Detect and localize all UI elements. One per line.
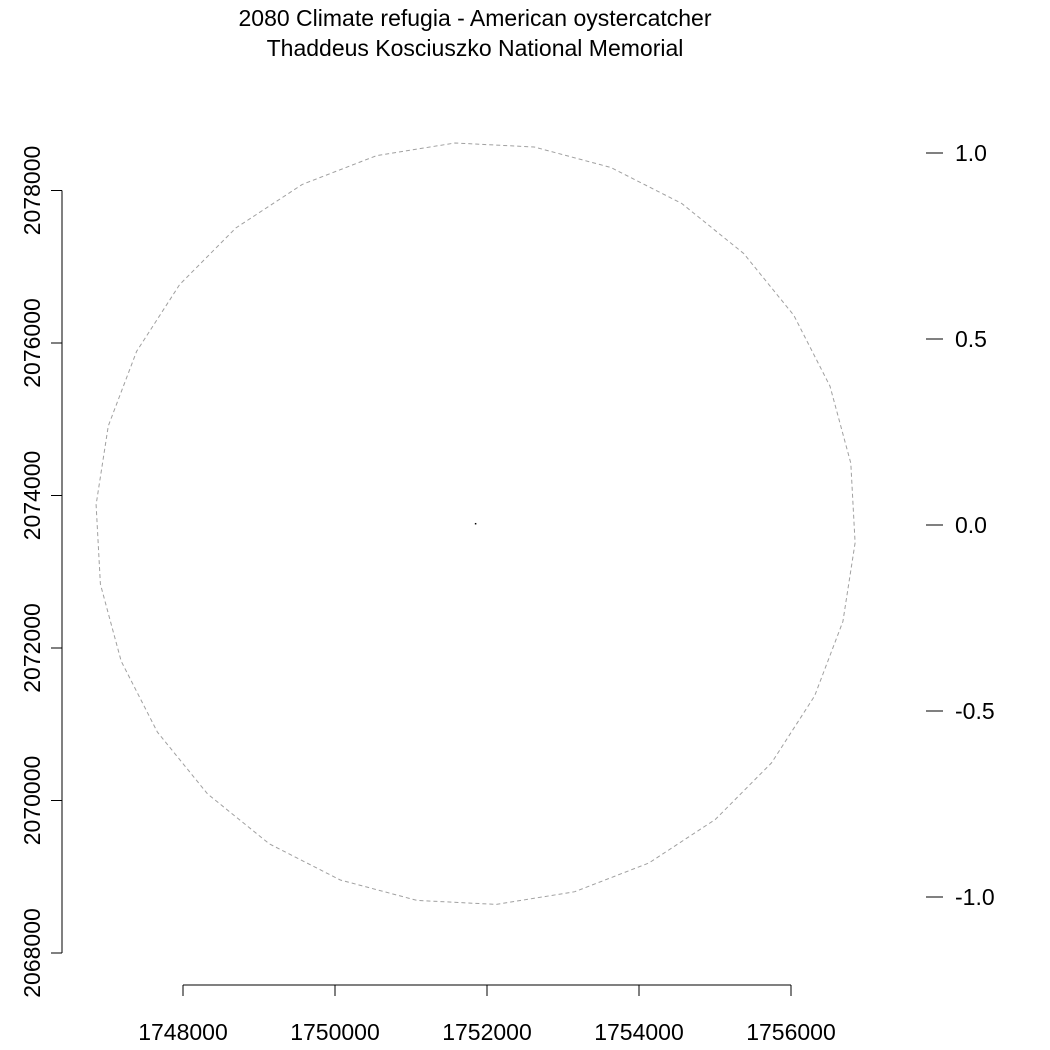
legend-axis: 1.0 0.5 0.0 -0.5 -1.0 [926, 140, 995, 910]
legend-tick-label: 0.5 [955, 326, 987, 352]
y-tick-label: 2072000 [19, 603, 45, 693]
y-tick-label: 2068000 [19, 908, 45, 998]
y-tick-label: 2076000 [19, 298, 45, 388]
y-tick-label: 2074000 [19, 451, 45, 541]
legend-tick-label: 1.0 [955, 140, 987, 166]
y-axis: 2068000 2070000 2072000 2074000 2076000 20780… [19, 146, 63, 998]
legend-tick-label: -1.0 [955, 884, 995, 910]
buffer-ring [95, 142, 856, 905]
chart-title: 2080 Climate refugia - American oysterca… [239, 5, 712, 31]
y-tick-label: 2078000 [19, 146, 45, 236]
legend-tick-label: -0.5 [955, 698, 995, 724]
x-axis: 1748000 1750000 1752000 1754000 1756000 [138, 984, 836, 1045]
x-tick-label: 1748000 [138, 1019, 228, 1045]
chart-subtitle: Thaddeus Kosciuszko National Memorial [267, 35, 684, 61]
x-tick-label: 1756000 [746, 1019, 836, 1045]
site-point [474, 522, 477, 525]
x-tick-label: 1754000 [594, 1019, 684, 1045]
x-tick-label: 1750000 [290, 1019, 380, 1045]
y-tick-label: 2070000 [19, 756, 45, 846]
legend-tick-label: 0.0 [955, 512, 987, 538]
x-tick-label: 1752000 [442, 1019, 532, 1045]
